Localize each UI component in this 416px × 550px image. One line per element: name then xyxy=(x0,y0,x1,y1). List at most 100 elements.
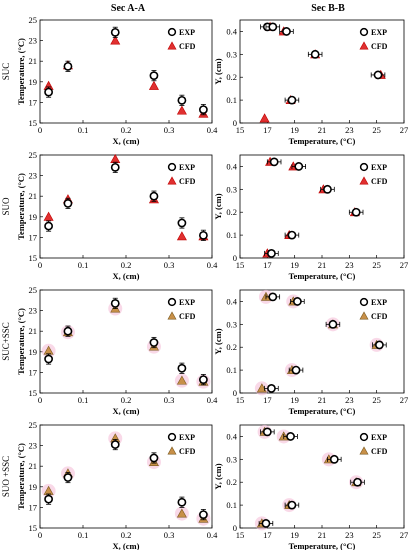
x-tick-label: 0.2 xyxy=(121,530,132,540)
y-tick-label: 15 xyxy=(29,253,38,263)
legend-cfd-marker xyxy=(359,311,369,320)
x-tick-label: 0.4 xyxy=(207,125,218,135)
y-tick-label: 0.1 xyxy=(226,500,237,510)
panel-a1: 0 0.1 0.2 0.3 0.4 15 17 19 21 23 25 X, (cm) Temperat… xyxy=(1,15,218,146)
x-tick-label: 21 xyxy=(318,530,327,540)
x-axis-label: X, (cm) xyxy=(113,136,140,146)
exp-point xyxy=(110,440,120,449)
legend-exp-label: EXP xyxy=(179,433,195,442)
y-tick-label: 15 xyxy=(29,118,38,128)
y-tick-label: 0 xyxy=(233,388,237,398)
x-tick-label: 21 xyxy=(318,260,327,270)
legend-exp-marker xyxy=(167,297,177,307)
x-tick-label: 0.3 xyxy=(164,125,175,135)
legend-cfd-marker xyxy=(359,446,369,455)
x-tick-label: 17 xyxy=(263,260,272,270)
y-tick-label: 0.3 xyxy=(226,454,237,464)
legend-exp-marker xyxy=(167,432,177,442)
x-tick-label: 19 xyxy=(290,125,299,135)
panel-b3: 15 17 19 21 23 25 27 0 0.1 0.2 0.3 0.4 Temperature, … xyxy=(213,289,409,416)
legend: EXP CFD xyxy=(359,297,388,321)
exp-point xyxy=(286,432,295,441)
y-tick-label: 23 xyxy=(29,306,38,316)
exp-point xyxy=(177,95,187,105)
y-tick-label: 21 xyxy=(29,191,38,201)
legend-exp-marker xyxy=(167,27,177,37)
exp-point xyxy=(267,384,276,393)
exp-point xyxy=(63,199,73,208)
legend: EXP CFD xyxy=(359,432,388,456)
legend-cfd-label: CFD xyxy=(371,42,388,51)
x-tick-label: 19 xyxy=(290,395,299,405)
exp-point xyxy=(44,221,53,231)
y-tick-label: 19 xyxy=(29,347,38,357)
x-tick-label: 19 xyxy=(290,530,299,540)
y-tick-label: 25 xyxy=(29,285,38,295)
cfd-point xyxy=(176,375,187,385)
x-tick-label: 17 xyxy=(263,395,272,405)
cfd-point xyxy=(110,35,121,45)
exp-point xyxy=(63,61,73,71)
y-tick-label: 0.1 xyxy=(226,230,237,240)
exp-point xyxy=(261,519,271,528)
exp-point xyxy=(149,71,159,81)
exp-point xyxy=(374,340,384,350)
x-tick-label: 0.2 xyxy=(121,260,132,270)
exp-point xyxy=(351,207,361,217)
y-tick-label: 21 xyxy=(29,461,38,471)
exp-point xyxy=(328,319,338,329)
x-tick-label: 0.2 xyxy=(121,395,132,405)
x-tick-label: 21 xyxy=(318,395,327,405)
y-tick-label: 21 xyxy=(29,56,38,66)
x-axis-label: X, (cm) xyxy=(113,541,140,550)
legend-cfd-marker xyxy=(167,311,177,320)
legend-exp-label: EXP xyxy=(371,28,387,37)
legend-cfd-label: CFD xyxy=(179,177,196,186)
exp-point xyxy=(149,191,159,201)
exp-point xyxy=(310,49,320,59)
legend-exp-label: EXP xyxy=(179,298,195,307)
x-tick-label: 23 xyxy=(345,260,354,270)
y-tick-label: 0 xyxy=(233,523,237,533)
legend-cfd-label: CFD xyxy=(371,177,388,186)
legend-exp-label: EXP xyxy=(179,28,195,37)
x-axis-label: X, (cm) xyxy=(113,406,140,416)
y-tick-label: 0 xyxy=(233,118,237,128)
x-tick-label: 0.3 xyxy=(164,395,175,405)
y-tick-label: 19 xyxy=(29,77,38,87)
panel-a4: 0 0.1 0.2 0.3 0.4 15 17 19 21 23 25 X, (cm) Temperat… xyxy=(1,420,218,550)
legend: EXP CFD xyxy=(167,162,196,186)
legend-exp-marker xyxy=(359,432,369,442)
legend-exp-label: EXP xyxy=(179,163,195,172)
legend: EXP CFD xyxy=(167,27,196,51)
exp-point xyxy=(198,375,208,385)
row-label: SUC+SSC xyxy=(1,322,11,361)
legend-exp-marker xyxy=(359,27,369,37)
exp-point xyxy=(63,326,73,336)
cfd-point xyxy=(43,211,54,221)
legend: EXP CFD xyxy=(359,27,388,51)
y-tick-label: 0 xyxy=(233,253,237,263)
y-axis-label: Y, (cm) xyxy=(213,58,223,84)
x-tick-label: 15 xyxy=(236,530,245,540)
y-axis-label: Temperature, (°C) xyxy=(16,38,26,105)
cfd-point xyxy=(176,231,187,241)
y-tick-label: 15 xyxy=(29,523,38,533)
x-tick-label: 27 xyxy=(400,395,409,405)
x-tick-label: 25 xyxy=(372,125,381,135)
x-tick-label: 0.4 xyxy=(207,260,218,270)
cfd-point xyxy=(176,508,187,518)
x-tick-label: 23 xyxy=(345,125,354,135)
legend-cfd-label: CFD xyxy=(179,447,196,456)
exp-point xyxy=(177,363,187,373)
exp-point xyxy=(44,354,53,364)
x-axis-label: X, (cm) xyxy=(113,271,140,281)
y-tick-label: 0.2 xyxy=(226,342,237,352)
exp-point xyxy=(373,70,383,80)
y-tick-label: 0.1 xyxy=(226,365,237,375)
exp-point xyxy=(287,230,297,240)
exp-point xyxy=(63,473,73,482)
exp-point xyxy=(110,298,120,308)
y-tick-label: 23 xyxy=(29,36,38,46)
x-tick-label: 0.3 xyxy=(164,260,175,270)
